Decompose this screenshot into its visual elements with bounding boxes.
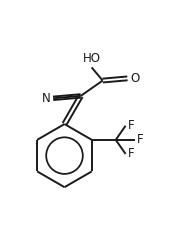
- Text: F: F: [137, 133, 144, 146]
- Text: F: F: [128, 147, 134, 161]
- Text: HO: HO: [83, 52, 101, 65]
- Text: N: N: [42, 92, 50, 105]
- Text: O: O: [130, 72, 139, 85]
- Text: F: F: [128, 119, 134, 132]
